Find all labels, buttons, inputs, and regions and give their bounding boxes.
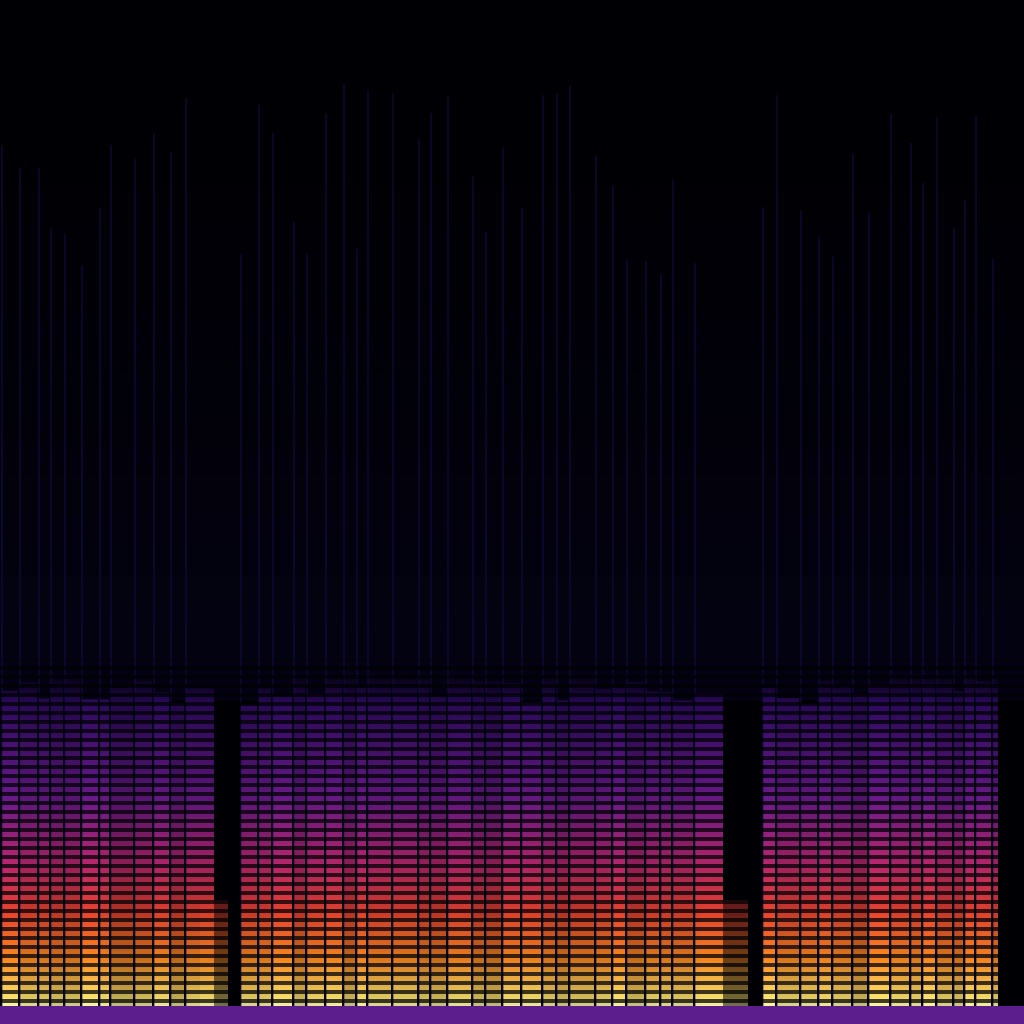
- low-band: [0, 1006, 1024, 1024]
- harmonic-stripes: [0, 660, 1024, 1008]
